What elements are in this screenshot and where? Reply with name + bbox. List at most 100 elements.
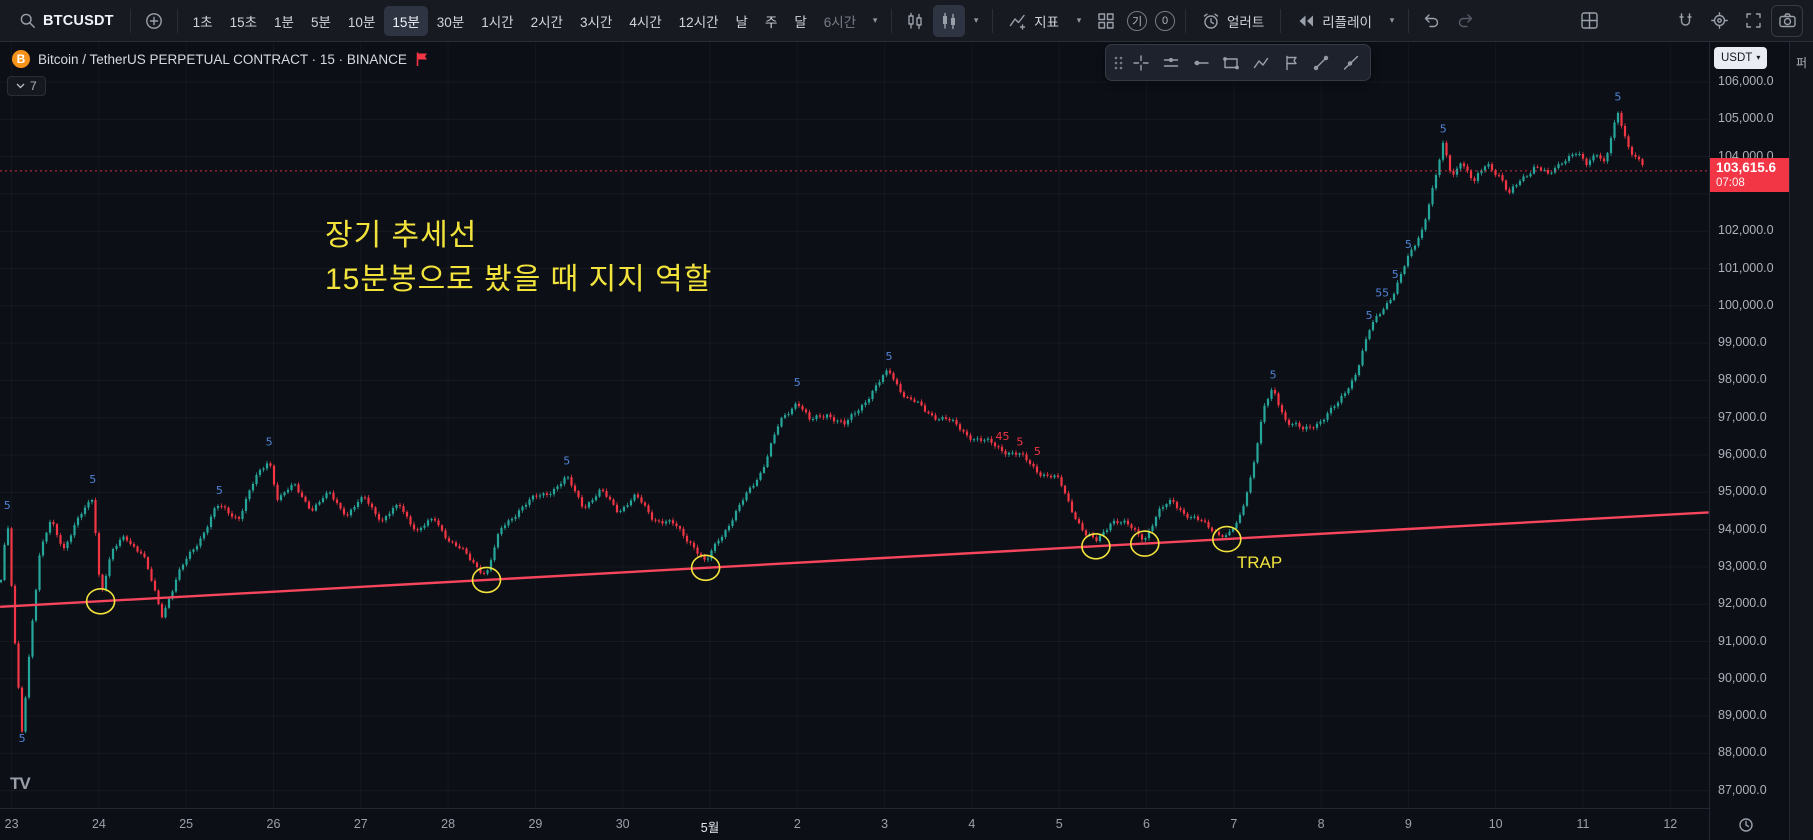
interval-button-1분[interactable]: 1분 (266, 6, 302, 36)
interval-button-10분[interactable]: 10분 (340, 6, 383, 36)
svg-text:5: 5 (19, 732, 26, 745)
layout-grid-button[interactable] (1574, 5, 1606, 37)
svg-text:5: 5 (563, 454, 570, 467)
chart-column: 5 5 5 5 5 5 5 5 45 5 5 5 5 55 5 5 5 5 B Bitcoin / TetherU… (0, 42, 1709, 840)
alert-button[interactable]: 얼러트 (1193, 5, 1273, 37)
interval-button-12시간[interactable]: 12시간 (671, 6, 727, 36)
interval-button-3시간[interactable]: 3시간 (572, 6, 620, 36)
interval-button-2시간[interactable]: 2시간 (523, 6, 571, 36)
time-axis-label: 28 (441, 817, 456, 831)
flag-tool-button[interactable] (1277, 49, 1305, 77)
interval-group: 1초 15초 1분 5분 10분 15분 30분 1시간 2시간 3시간 4시간 12시간 날 주 달 6시간 (185, 5, 864, 36)
time-axis-label: 7 (1230, 817, 1238, 831)
candles-icon (943, 12, 956, 29)
price-axis-label: 90,000.0 (1718, 670, 1767, 685)
right-panel-strip[interactable]: 퍼 (1789, 42, 1813, 840)
chart-style-hollow-button[interactable] (899, 5, 931, 37)
time-axis-label: 5 (1055, 817, 1063, 831)
time-axis-label: 12 (1663, 817, 1678, 831)
time-axis-label: 27 (353, 817, 368, 831)
rectangle-tool-button[interactable] (1217, 49, 1245, 77)
price-axis-label: 99,000.0 (1718, 335, 1767, 350)
currency-selector[interactable]: USDT ▾ (1714, 47, 1768, 69)
time-axis[interactable]: 23 24 25 26 27 28 29 30 5월 2 3 4 5 6 7 8 9 10 11 12 (0, 808, 1709, 840)
horizontal-ray-icon (1194, 60, 1209, 65)
trap-label: TRAP (1236, 553, 1283, 573)
replay-caret[interactable]: ▾ (1383, 5, 1401, 37)
fullscreen-button[interactable] (1737, 5, 1769, 37)
price-axis[interactable]: USDT ▾ 103,615.6 07:08 106,000.0 105,000.… (1709, 42, 1789, 840)
drag-handle[interactable] (1111, 49, 1125, 77)
price-axis-label: 105,000.0 (1718, 111, 1774, 126)
screenshot-button[interactable] (1771, 4, 1803, 37)
svg-text:5: 5 (1405, 238, 1412, 251)
ray-tool-button[interactable] (1337, 49, 1365, 77)
interval-button-1초[interactable]: 1초 (185, 6, 221, 36)
tradingview-logo[interactable]: TV (10, 774, 31, 793)
timezone-clock-button[interactable] (1738, 817, 1754, 833)
svg-text:55: 55 (1375, 287, 1389, 300)
price-axis-label: 98,000.0 (1718, 372, 1767, 387)
crosshair-icon (1133, 54, 1149, 71)
chart-legend-title: Bitcoin / TetherUS PERPETUAL CONTRACT · … (38, 51, 407, 67)
interval-button-4시간[interactable]: 4시간 (621, 6, 669, 36)
interval-button-15초[interactable]: 15초 (222, 6, 265, 36)
price-axis-label: 100,000.0 (1718, 297, 1774, 312)
undo-button[interactable] (1416, 5, 1448, 37)
plus-circle-icon (145, 12, 162, 29)
chart-canvas[interactable]: 5 5 5 5 5 5 5 5 45 5 5 5 5 55 5 5 5 5 B Bitcoin / TetherU… (0, 42, 1709, 808)
interval-button-달[interactable]: 달 (786, 6, 814, 36)
svg-text:5: 5 (89, 473, 96, 486)
time-axis-label: 3 (881, 817, 889, 831)
chart-style-caret[interactable]: ▾ (967, 5, 985, 37)
time-axis-label: 30 (615, 817, 630, 831)
last-price-value: 103,615.6 (1716, 159, 1777, 175)
flag-icon[interactable] (415, 51, 430, 67)
interval-button-1시간[interactable]: 1시간 (473, 6, 521, 36)
interval-button-15분[interactable]: 15분 (384, 5, 428, 36)
interval-button-30분[interactable]: 30분 (429, 6, 472, 36)
chevron-down-icon: ▾ (1756, 53, 1761, 62)
parallel-lines-tool-button[interactable] (1157, 49, 1185, 77)
annotation-line2: 15분봉으로 봤을 때 지지 역할 (325, 263, 713, 296)
redo-button[interactable] (1450, 5, 1482, 37)
svg-text:5: 5 (886, 350, 893, 363)
interval-button-6시간[interactable]: 6시간 (816, 6, 864, 36)
ray-line-icon (1343, 55, 1359, 70)
right-panel-label: 퍼 (1795, 56, 1808, 70)
svg-text:5: 5 (1270, 369, 1277, 382)
horizontal-ray-tool-button[interactable] (1187, 49, 1215, 77)
indicators-caret[interactable]: ▾ (1070, 5, 1088, 37)
compare-add-button[interactable] (138, 5, 170, 37)
chart-annotation-text: 장기 추세선 15분봉으로 봤을 때 지지 역할 (325, 214, 712, 302)
replay-button[interactable]: 리플레이 (1288, 5, 1381, 37)
magnet-button[interactable] (1669, 5, 1701, 37)
templates-grid-icon (1098, 12, 1114, 29)
indicators-label: 지표 (1034, 14, 1059, 30)
indicator-templates-button[interactable] (1090, 5, 1122, 37)
flag-mark-icon (1286, 55, 1297, 70)
interval-button-5분[interactable]: 5분 (303, 6, 339, 36)
alarm-clock-icon (1203, 13, 1219, 29)
interval-dropdown-caret[interactable]: ▾ (866, 5, 884, 37)
polyline-tool-button[interactable] (1247, 49, 1275, 77)
interval-button-주[interactable]: 주 (757, 6, 785, 36)
fullscreen-icon (1745, 13, 1761, 28)
interval-button-날[interactable]: 날 (728, 6, 756, 36)
trendline-tool-button[interactable] (1307, 49, 1335, 77)
svg-text:5: 5 (1034, 445, 1041, 458)
symbol-search-button[interactable]: BTCUSDT (10, 5, 123, 37)
time-axis-label: 24 (91, 817, 106, 831)
rectangle-icon (1223, 56, 1239, 69)
object-tree-pill[interactable]: 7 (7, 76, 46, 96)
indicators-button[interactable]: 지표 (1000, 5, 1068, 37)
crosshair-tool-button[interactable] (1127, 49, 1155, 77)
zero-badge[interactable]: 0 (1155, 10, 1175, 31)
gi-badge[interactable]: 기 (1127, 10, 1147, 31)
settings-button[interactable] (1703, 5, 1735, 37)
chart-legend[interactable]: B Bitcoin / TetherUS PERPETUAL CONTRACT … (12, 50, 430, 68)
chart-style-candles-button[interactable] (933, 4, 966, 37)
time-axis-label: 11 (1576, 817, 1590, 831)
